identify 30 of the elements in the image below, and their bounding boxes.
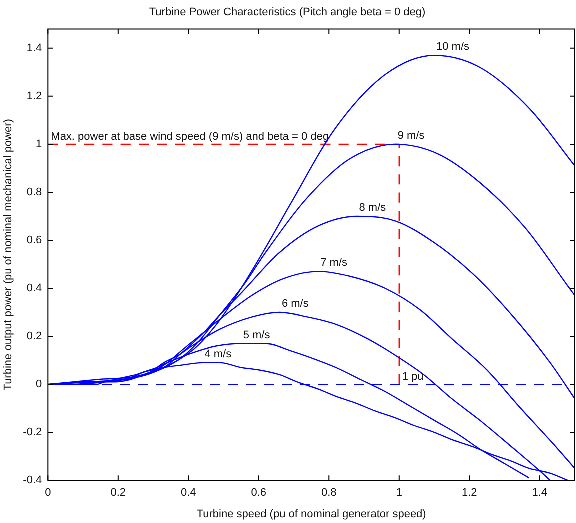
annotation: 1 pu xyxy=(402,371,424,384)
x-tick-label: 0.2 xyxy=(110,487,126,500)
y-tick-label: 1.2 xyxy=(26,90,42,102)
series-label: 7 m/s xyxy=(320,257,348,270)
x-tick-label: 0.6 xyxy=(251,487,267,500)
chart-title: Turbine Power Characteristics (Pitch angle beta = 0 deg) xyxy=(149,6,426,19)
x-tick-label: 1.4 xyxy=(532,487,548,500)
series-label: 6 m/s xyxy=(282,298,310,310)
y-tick-label: 1 xyxy=(36,138,42,150)
y-tick-label: 0 xyxy=(36,378,42,391)
annotation: Max. power at base wind speed (9 m/s) and beta = 0 deg xyxy=(51,130,330,143)
series-label: 10 m/s xyxy=(436,41,470,54)
series-label: 8 m/s xyxy=(359,202,387,214)
x-axis-title: Turbine speed (pu of nominal generator speed) xyxy=(196,508,426,520)
series-label: 5 m/s xyxy=(243,329,271,342)
y-tick-label: 0.8 xyxy=(26,186,42,199)
x-tick-label: 0.8 xyxy=(321,487,337,500)
y-tick-label: 0.6 xyxy=(26,234,42,247)
x-tick-label: 1 xyxy=(396,487,402,500)
y-axis-title: Turbine output power (pu of nominal mechanical power) xyxy=(2,119,15,391)
y-tick-label: -0.2 xyxy=(23,426,42,439)
x-tick-label: 0.4 xyxy=(181,487,196,500)
y-tick-label: 1.4 xyxy=(26,42,42,54)
x-tick-label: 1.2 xyxy=(462,487,478,500)
y-tick-label: 0.4 xyxy=(26,282,42,295)
x-tick-label: 0 xyxy=(45,487,52,500)
series-label: 9 m/s xyxy=(398,130,426,142)
y-tick-label: 0.2 xyxy=(26,330,42,343)
series-label: 4 m/s xyxy=(204,348,232,360)
y-tick-label: -0.4 xyxy=(23,474,42,487)
